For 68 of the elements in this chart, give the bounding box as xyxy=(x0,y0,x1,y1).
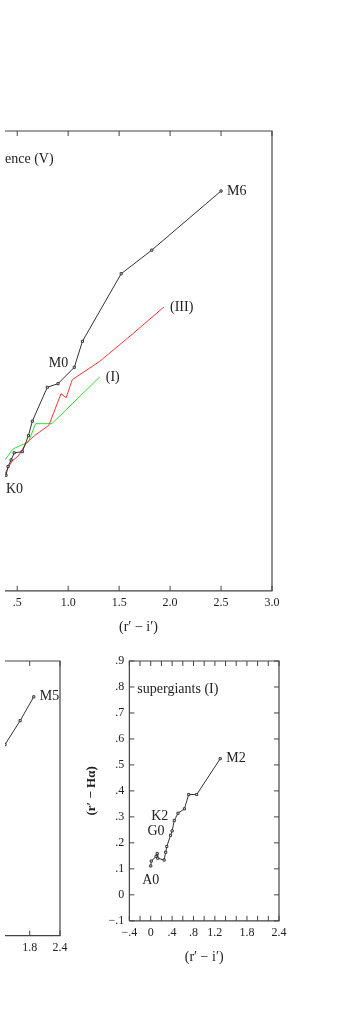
x-tick-label: −.4 xyxy=(121,925,138,940)
point xyxy=(172,818,176,823)
point xyxy=(72,365,76,369)
x-tick-label: 1.0 xyxy=(60,595,76,610)
annotation: M5 xyxy=(39,688,60,704)
annotation: K0 xyxy=(5,480,24,496)
point xyxy=(20,450,24,454)
point xyxy=(56,382,60,386)
x-tick-label: .5 xyxy=(12,595,22,610)
y-axis-title: (r′ − Hα) xyxy=(83,766,99,816)
annotation: M2 xyxy=(226,750,246,766)
y-tick-label: .3 xyxy=(115,809,125,824)
x-tick-label: 2.0 xyxy=(162,595,178,610)
point xyxy=(170,829,174,833)
point xyxy=(218,757,222,761)
point xyxy=(30,419,34,423)
point xyxy=(26,434,30,438)
point xyxy=(80,339,85,343)
point xyxy=(195,792,199,797)
annotation: supergiants (I) xyxy=(137,680,219,697)
x-tick-label: 1.8 xyxy=(22,939,38,954)
x-tick-label: 1.5 xyxy=(111,595,127,610)
point xyxy=(119,272,123,276)
y-tick-label: .7 xyxy=(115,705,125,720)
point xyxy=(168,833,173,837)
annotation: A0 xyxy=(142,871,160,887)
x-tick-label: 1.8 xyxy=(239,925,255,940)
text: ence (V) xyxy=(5,150,54,167)
y-tick-label: 0 xyxy=(118,886,125,901)
y-tick-label: .2 xyxy=(115,835,125,850)
point xyxy=(150,248,154,252)
point xyxy=(9,458,13,462)
annotation: M0 xyxy=(48,354,69,370)
y-tick-label: .9 xyxy=(115,653,125,668)
point xyxy=(149,859,153,863)
annotation: K2 xyxy=(151,808,169,824)
annotation: (III) xyxy=(169,298,194,315)
point xyxy=(165,844,169,849)
y-tick-label: .6 xyxy=(115,731,125,746)
y-tick-label: .5 xyxy=(115,757,125,772)
point xyxy=(187,792,191,797)
annotation: M6 xyxy=(227,182,247,198)
x-tick-label: 2.5 xyxy=(213,595,229,610)
x-axis-title: (r′ − i′) xyxy=(184,949,224,966)
point xyxy=(219,189,223,193)
y-tick-label: .8 xyxy=(115,679,125,694)
x-tick-label: 2.4 xyxy=(52,939,68,954)
y-tick-label: .1 xyxy=(115,861,125,875)
annotation: G0 xyxy=(147,823,165,838)
x-tick-label: .4 xyxy=(167,925,177,940)
annotation: (I) xyxy=(105,368,121,385)
y-tick-label: .4 xyxy=(115,783,125,798)
point xyxy=(182,807,186,811)
y-tick-label: −.1 xyxy=(108,912,125,927)
x-tick-label: 2.4 xyxy=(271,925,287,940)
point xyxy=(164,850,168,854)
point xyxy=(162,858,166,862)
x-tick-label: 0 xyxy=(147,925,154,940)
point xyxy=(45,385,49,389)
point xyxy=(176,811,180,815)
x-tick-label: .8 xyxy=(189,925,198,940)
x-tick-label: 3.0 xyxy=(264,595,280,610)
point xyxy=(149,864,153,868)
x-tick-label: 1.2 xyxy=(207,925,223,940)
point xyxy=(6,464,10,469)
x-axis-title: (r′ − i′) xyxy=(119,619,159,636)
point xyxy=(12,451,16,455)
point xyxy=(5,473,8,477)
